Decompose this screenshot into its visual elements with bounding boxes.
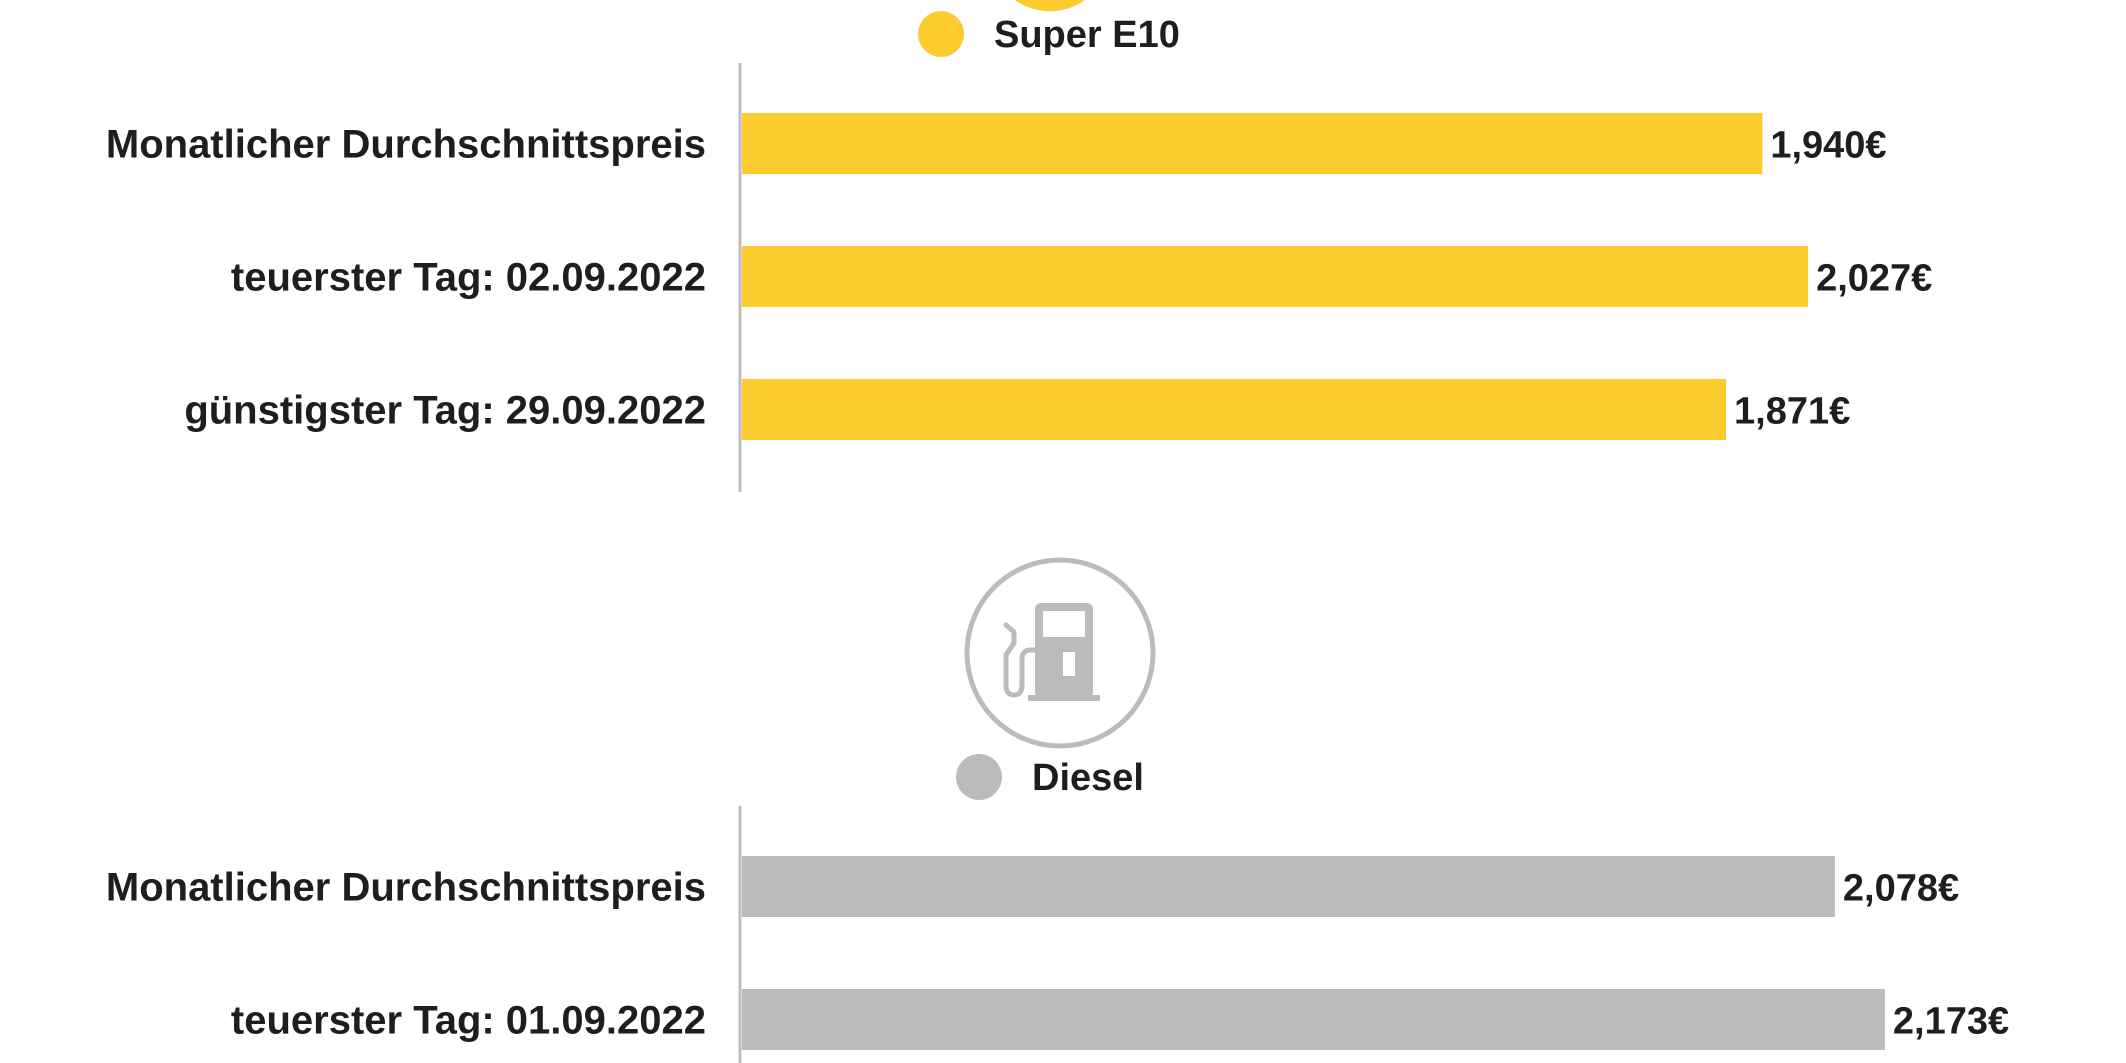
legend-dot: [956, 754, 1002, 800]
legend-label: Super E10: [994, 14, 1180, 56]
bar: [742, 379, 1727, 440]
category-label: Monatlicher Durchschnittspreis: [106, 866, 706, 910]
bar: [742, 246, 1809, 307]
bar: [742, 856, 1835, 917]
bar: [742, 989, 1885, 1050]
value-label: 2,078€: [1843, 868, 1959, 910]
fuel-pump-icon: [964, 557, 1156, 749]
value-label: 1,940€: [1770, 125, 1886, 167]
legend-label: Diesel: [1032, 757, 1144, 799]
bar: [742, 113, 1763, 174]
category-label: teuerster Tag: 01.09.2022: [231, 999, 706, 1043]
chart-panel-1: Diesel Monatlicher Durchschnittspreis 2,07…: [106, 557, 2009, 1063]
category-label: günstigster Tag: 29.09.2022: [184, 389, 706, 433]
chart-panel-0: Super E10 Monatlicher Durchschnittspreis 1…: [106, 0, 1932, 492]
category-label: teuerster Tag: 02.09.2022: [231, 256, 706, 300]
value-label: 2,027€: [1816, 258, 1932, 300]
value-label: 1,871€: [1734, 391, 1850, 433]
category-label: Monatlicher Durchschnittspreis: [106, 123, 706, 167]
value-label: 2,173€: [1893, 1001, 2009, 1043]
fuel-pump-icon: [1015, 0, 1085, 12]
legend-dot: [918, 11, 964, 57]
